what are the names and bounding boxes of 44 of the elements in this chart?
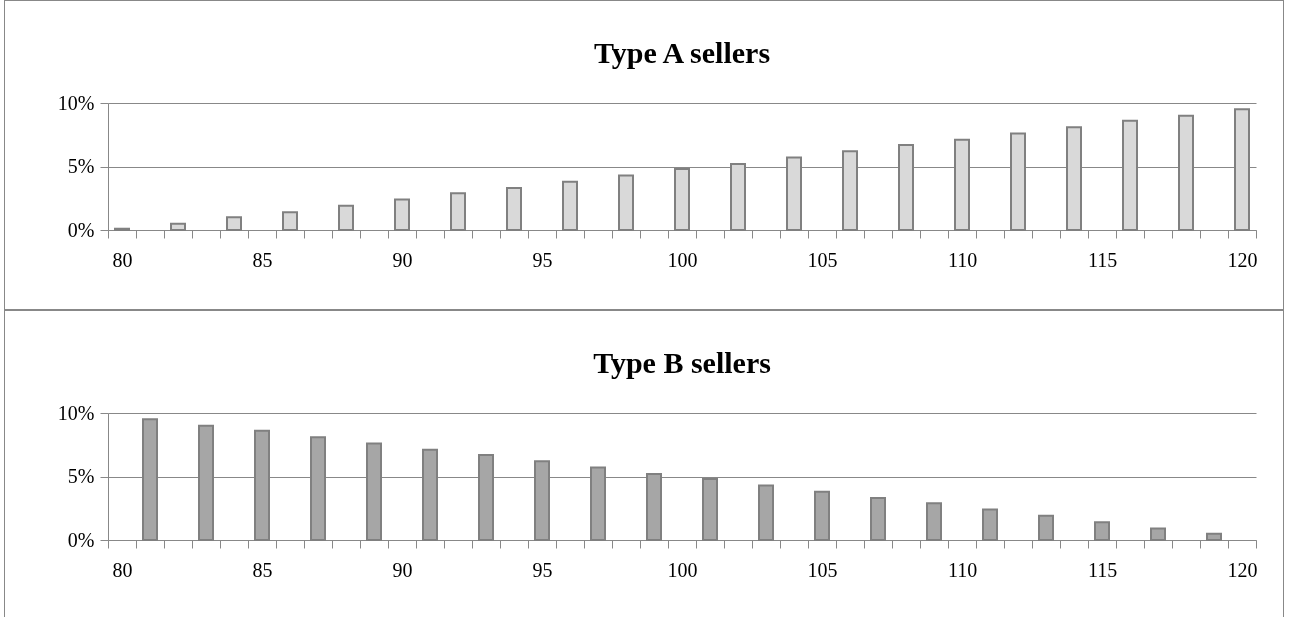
bar (450, 192, 466, 231)
x-tick-label: 85 (252, 558, 273, 581)
y-tick-label: 0% (67, 528, 95, 551)
x-tick-label: 105 (807, 558, 838, 581)
y-tick-label: 5% (67, 465, 95, 487)
bar (982, 508, 998, 541)
x-tick-label: 105 (807, 248, 838, 271)
x-tick-label: 80 (112, 558, 133, 581)
bar (618, 174, 634, 231)
y-tick-label: 0% (67, 218, 95, 241)
bar (926, 502, 942, 541)
bar (870, 497, 886, 541)
y-tick-label: 10% (57, 401, 95, 424)
x-tick-label: 95 (532, 248, 553, 271)
bar (506, 187, 522, 231)
x-tick-label: 120 (1227, 248, 1258, 271)
chart-title: Type B sellers (593, 346, 771, 379)
x-tick-label: 95 (532, 558, 553, 581)
x-tick-label: 115 (1087, 248, 1118, 271)
x-tick-label: 100 (667, 558, 698, 581)
x-tick-label: 115 (1087, 558, 1118, 581)
x-tick-label: 90 (392, 248, 413, 271)
bar (758, 484, 774, 541)
x-tick-label: 100 (667, 248, 698, 271)
bar (562, 180, 578, 231)
bar (282, 211, 298, 231)
x-tick-label: 90 (392, 558, 413, 581)
bar (1150, 527, 1166, 541)
chart-title: Type A sellers (593, 36, 771, 69)
x-tick-label: 110 (947, 248, 978, 271)
bar (226, 216, 242, 231)
bar (1094, 521, 1110, 541)
bar (814, 490, 830, 541)
bar (394, 198, 410, 231)
x-tick-label: 80 (112, 248, 133, 271)
y-tick-label: 10% (57, 91, 95, 114)
x-tick-label: 120 (1227, 558, 1258, 581)
x-tick-label: 85 (252, 248, 273, 271)
bar (170, 222, 186, 231)
bar (1038, 514, 1054, 541)
bar (338, 204, 354, 231)
x-tick-label: 110 (947, 558, 978, 581)
bar (1206, 532, 1222, 541)
y-tick-label: 5% (67, 155, 95, 177)
